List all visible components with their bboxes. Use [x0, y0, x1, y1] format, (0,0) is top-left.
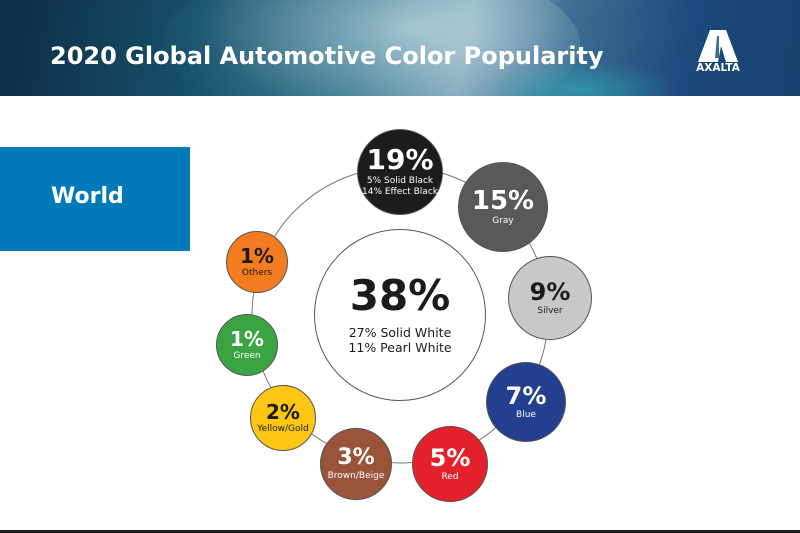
- brown-label: Brown/Beige: [327, 470, 385, 481]
- red-percent: 5%: [429, 443, 471, 472]
- region-label: World: [51, 184, 124, 209]
- others-percent: 1%: [240, 243, 274, 268]
- silver-circle: 9% Silver: [508, 256, 592, 340]
- black-circle: 19% 5% Solid Black 14% Effect Black: [357, 129, 443, 215]
- blue-percent: 7%: [505, 381, 547, 410]
- silver-percent: 9%: [529, 277, 571, 306]
- brown-percent: 3%: [337, 444, 375, 470]
- black-percent: 19%: [366, 143, 434, 177]
- gray-percent: 15%: [471, 185, 535, 216]
- bottom-rule: [0, 530, 800, 533]
- blue-label: Blue: [516, 409, 536, 420]
- axalta-logo-icon: [698, 30, 738, 62]
- silver-label: Silver: [537, 305, 563, 316]
- red-circle: 5% Red: [412, 426, 488, 502]
- gray-label: Gray: [492, 215, 514, 226]
- yellow-label: Yellow/Gold: [257, 423, 309, 434]
- brown-beige-circle: 3% Brown/Beige: [320, 428, 392, 500]
- blue-circle: 7% Blue: [486, 362, 566, 442]
- logo-text: AXALTA: [696, 62, 740, 74]
- others-circle: 1% Others: [226, 231, 288, 293]
- green-circle: 1% Green: [216, 314, 278, 376]
- green-percent: 1%: [230, 326, 264, 351]
- white-percent: 38%: [349, 271, 451, 320]
- others-label: Others: [241, 267, 273, 278]
- black-sub-1: 5% Solid Black: [366, 176, 434, 187]
- white-breakdown-2: 11% Pearl White: [348, 340, 452, 355]
- green-label: Green: [233, 350, 261, 361]
- red-label: Red: [441, 471, 459, 482]
- yellow-percent: 2%: [266, 399, 300, 424]
- region-label-box: World: [0, 147, 190, 251]
- gray-circle: 15% Gray: [458, 162, 548, 252]
- header-banner: 2020 Global Automotive Color Popularity …: [0, 0, 800, 96]
- black-sub-2: 14% Effect Black: [362, 187, 438, 197]
- center-white-circle: 38% 27% Solid White 11% Pearl White: [314, 229, 486, 401]
- white-breakdown-1: 27% Solid White: [348, 325, 452, 340]
- page-title: 2020 Global Automotive Color Popularity: [50, 42, 604, 70]
- yellow-gold-circle: 2% Yellow/Gold: [250, 385, 316, 451]
